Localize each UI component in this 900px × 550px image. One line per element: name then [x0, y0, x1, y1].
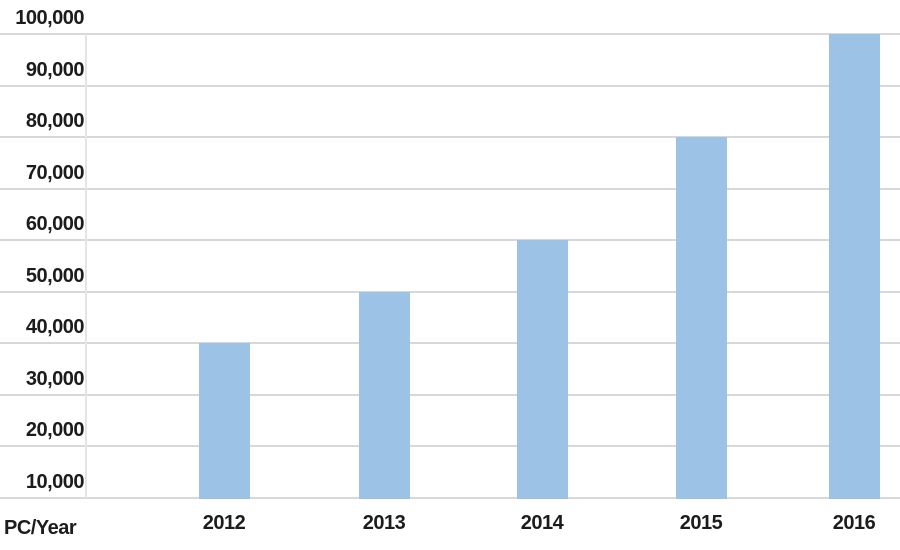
grid-line	[0, 445, 900, 448]
grid-line	[0, 33, 900, 35]
y-axis-tick-label: 20,000	[25, 419, 85, 442]
y-axis-tick-label: 90,000	[25, 58, 85, 81]
x-axis-label-2013: 2013	[362, 512, 406, 534]
y-axis-tick-label: 50,000	[25, 264, 85, 287]
y-axis-tick-label: 40,000	[25, 316, 85, 339]
x-axis-label-2012: 2012	[202, 512, 246, 534]
grid-line	[0, 393, 900, 396]
grid-line	[0, 342, 900, 345]
grid-line	[0, 136, 900, 139]
grid-line	[0, 239, 900, 242]
axis-unit-label: PC/Year	[4, 517, 77, 539]
bar-2015	[675, 137, 727, 499]
bar-2014	[516, 240, 568, 499]
x-axis-label-2016: 2016	[832, 512, 876, 534]
y-axis-tick-label: 70,000	[25, 161, 85, 184]
bar-2012	[198, 343, 250, 499]
y-axis-tick-label: 30,000	[25, 367, 85, 390]
y-axis-tick-label: 100,000	[15, 7, 84, 29]
y-axis-line	[85, 34, 87, 498]
y-axis-tick-label: 60,000	[25, 213, 85, 236]
grid-line	[0, 84, 900, 87]
x-axis-label-2014: 2014	[520, 512, 564, 534]
y-axis-tick-label: 10,000	[25, 471, 85, 493]
bar-2016	[828, 34, 880, 499]
grid-line	[0, 187, 900, 190]
grid-line	[0, 497, 900, 499]
grid-line	[0, 290, 900, 293]
x-axis-label-2015: 2015	[679, 512, 723, 534]
bar-2013	[358, 291, 410, 499]
y-axis-tick-label: 80,000	[25, 110, 85, 133]
